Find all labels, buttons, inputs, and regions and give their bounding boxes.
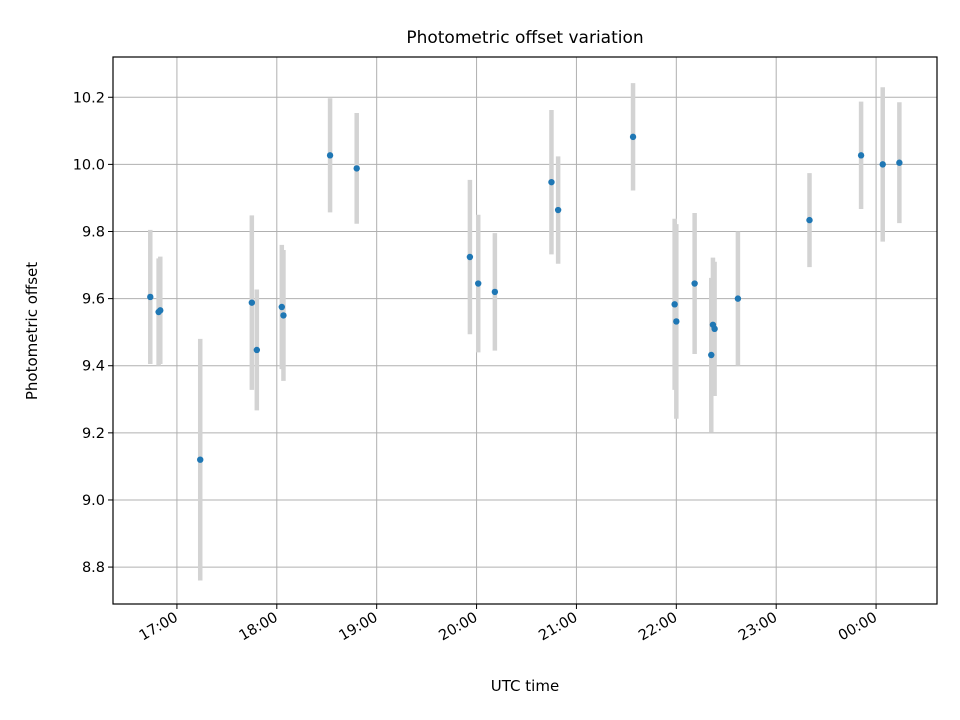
data-point bbox=[896, 159, 903, 166]
data-point bbox=[673, 318, 680, 325]
data-point bbox=[734, 295, 742, 302]
x-axis-ticks: 17:00 18:00 19:00 20:00 21:00 22:00 23:00 00:00 bbox=[137, 604, 880, 644]
y-tick-label: 9.6 bbox=[82, 292, 105, 308]
x-tick-label: 22:00 bbox=[636, 610, 680, 645]
data-point bbox=[806, 216, 813, 224]
data-point bbox=[147, 293, 154, 301]
x-tick-label: 00:00 bbox=[836, 610, 880, 645]
x-tick-label: 18:00 bbox=[237, 610, 281, 645]
data-point bbox=[879, 161, 886, 168]
y-tick-label: 9.0 bbox=[82, 493, 105, 509]
plot-frame bbox=[112, 56, 938, 605]
x-tick-label: 23:00 bbox=[736, 610, 780, 645]
data-point bbox=[157, 307, 164, 314]
y-tick-label: 10.0 bbox=[73, 157, 105, 173]
data-point bbox=[353, 165, 360, 172]
y-axis-label: Photometric offset bbox=[23, 262, 41, 400]
x-tick-label: 19:00 bbox=[336, 610, 380, 645]
data-point bbox=[466, 253, 474, 261]
grid bbox=[113, 57, 937, 604]
data-point bbox=[708, 351, 715, 359]
data-point bbox=[326, 152, 334, 159]
data-point bbox=[691, 280, 698, 287]
y-tick-label: 10.2 bbox=[73, 90, 105, 106]
y-axis-ticks: 8.8 9.0 9.2 9.4 9.6 9.8 10.0 10.2 bbox=[73, 90, 113, 576]
y-tick-label: 9.8 bbox=[82, 225, 105, 241]
data-point bbox=[278, 303, 285, 311]
x-axis-label: UTC time bbox=[491, 677, 559, 695]
data-point bbox=[548, 178, 555, 186]
data-point bbox=[197, 456, 204, 463]
y-tick-label: 9.4 bbox=[82, 359, 105, 375]
data-point bbox=[629, 133, 637, 141]
y-tick-label: 9.2 bbox=[82, 426, 105, 442]
data-point bbox=[491, 288, 499, 296]
data-point bbox=[253, 346, 261, 354]
y-tick-label: 8.8 bbox=[82, 560, 105, 576]
chart-title: Photometric offset variation bbox=[406, 28, 643, 48]
x-tick-label: 17:00 bbox=[137, 610, 181, 645]
data-point bbox=[671, 301, 678, 308]
error-bars bbox=[148, 83, 902, 581]
x-tick-label: 21:00 bbox=[536, 610, 580, 645]
x-tick-label: 20:00 bbox=[436, 610, 480, 645]
data-point bbox=[554, 206, 562, 214]
data-point bbox=[475, 280, 482, 287]
data-point bbox=[857, 152, 865, 159]
data-point bbox=[711, 325, 718, 333]
data-point bbox=[280, 312, 287, 319]
data-point bbox=[248, 299, 256, 306]
data-points bbox=[147, 133, 903, 463]
